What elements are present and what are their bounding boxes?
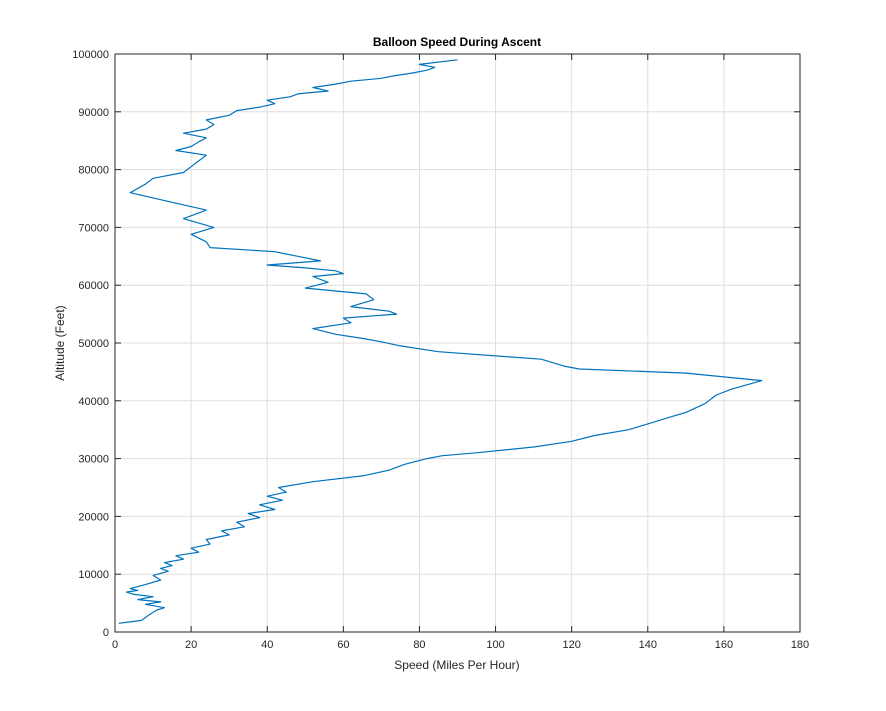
y-tick-label-8: 80000 (78, 165, 109, 177)
series-group (118, 59, 763, 624)
x-tick-label-2: 40 (261, 639, 273, 651)
y-tick-label-4: 40000 (78, 396, 109, 408)
y-tick-label-6: 60000 (78, 280, 109, 292)
y-axis-label: Altitude (Feet) (53, 305, 67, 380)
x-tick-label-3: 60 (337, 639, 349, 651)
y-tick-label-1: 10000 (78, 569, 109, 581)
ticks: 0 20 40 60 80 100 120 140 160 180 0 10000 20000 30000… (72, 49, 809, 651)
grid (115, 54, 800, 632)
x-tick-label-5: 100 (486, 639, 504, 651)
x-tick-label-1: 20 (185, 639, 197, 651)
x-axis-label: Speed (Miles Per Hour) (394, 658, 519, 672)
y-tick-label-2: 20000 (78, 511, 109, 523)
y-tick-label-3: 30000 (78, 454, 109, 466)
series-line-0 (118, 59, 763, 624)
y-tick-label-5: 50000 (78, 338, 109, 350)
chart-title: Balloon Speed During Ascent (373, 35, 541, 49)
y-tick-label-9: 90000 (78, 107, 109, 119)
x-tick-label-9: 180 (791, 639, 809, 651)
x-tick-label-6: 120 (562, 639, 580, 651)
y-tick-label-7: 70000 (78, 222, 109, 234)
x-tick-label-8: 160 (715, 639, 733, 651)
x-tick-label-0: 0 (112, 639, 118, 651)
x-tick-label-7: 140 (639, 639, 657, 651)
y-tick-label-10: 100000 (72, 49, 109, 61)
y-tick-label-0: 0 (103, 627, 109, 639)
x-tick-label-4: 80 (413, 639, 425, 651)
